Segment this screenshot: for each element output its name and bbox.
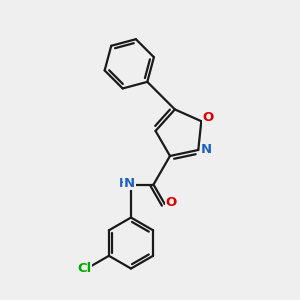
- Text: H: H: [118, 177, 128, 190]
- Text: O: O: [166, 196, 177, 209]
- Text: Cl: Cl: [77, 262, 92, 275]
- Text: N: N: [124, 177, 135, 190]
- Text: O: O: [202, 111, 214, 124]
- Text: N: N: [200, 143, 211, 157]
